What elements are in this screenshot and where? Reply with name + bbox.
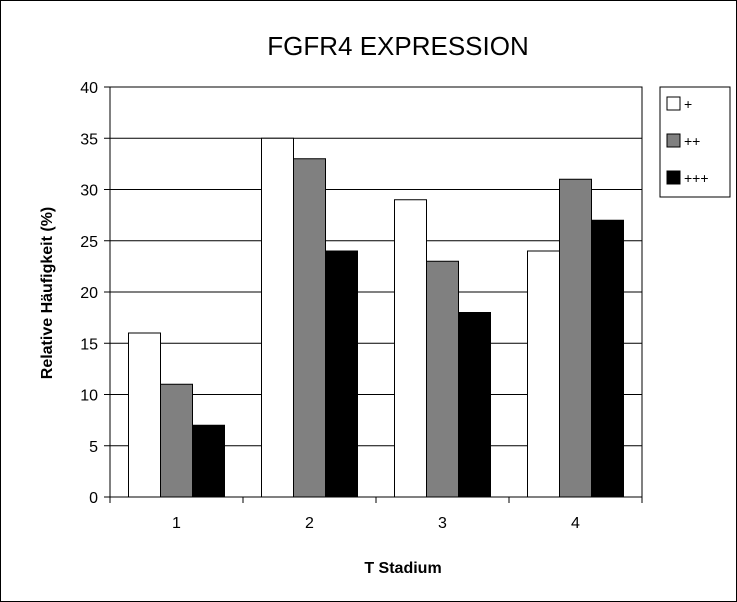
x-tick-label: 2 xyxy=(305,515,314,532)
legend-key-plus xyxy=(666,96,681,111)
bar-plus-t3 xyxy=(394,199,427,498)
y-axis: 0 5 10 15 20 25 30 35 40 xyxy=(80,80,111,507)
y-tick-label: 5 xyxy=(89,439,98,456)
legend-label: + xyxy=(684,96,692,112)
y-tick-label: 20 xyxy=(80,285,98,302)
x-tick-label: 4 xyxy=(571,515,580,532)
x-axis-title: T Stadium xyxy=(364,560,441,577)
y-axis-title: Relative Häufigkeit (%) xyxy=(39,207,56,379)
x-tick-label: 1 xyxy=(172,515,181,532)
y-tick-label: 40 xyxy=(80,80,98,97)
legend-key-plus-plus xyxy=(666,133,681,148)
bar-plus-plus-plus-t1 xyxy=(192,424,225,498)
bar-plus-plus-t4 xyxy=(559,178,592,498)
bar-plus-t4 xyxy=(527,250,560,498)
legend-label: +++ xyxy=(684,170,709,186)
bar-plus-plus-t3 xyxy=(426,260,459,498)
y-tick-label: 25 xyxy=(80,234,98,251)
bar-plus-plus-plus-t4 xyxy=(591,219,624,498)
bars xyxy=(128,137,624,498)
bar-plus-t2 xyxy=(261,137,294,498)
y-tick-label: 30 xyxy=(80,183,98,200)
y-tick-label: 0 xyxy=(89,490,98,507)
y-tick-label: 10 xyxy=(80,388,98,405)
bar-plus-plus-plus-t2 xyxy=(325,250,358,498)
legend-label: ++ xyxy=(684,133,700,149)
legend: ++++++ xyxy=(659,86,731,198)
legend-key-plus-plus-plus xyxy=(666,170,681,185)
x-axis: 1 2 3 4 xyxy=(109,496,643,532)
y-tick-label: 35 xyxy=(80,131,98,148)
y-tick-label: 15 xyxy=(80,336,98,353)
bar-plus-plus-plus-t3 xyxy=(458,312,491,498)
bar-plus-plus-t1 xyxy=(160,383,193,498)
chart-title: FGFR4 EXPRESSION xyxy=(267,31,529,61)
x-tick-label: 3 xyxy=(438,515,447,532)
bar-plus-plus-t2 xyxy=(293,158,326,498)
bar-plus-t1 xyxy=(128,332,161,498)
